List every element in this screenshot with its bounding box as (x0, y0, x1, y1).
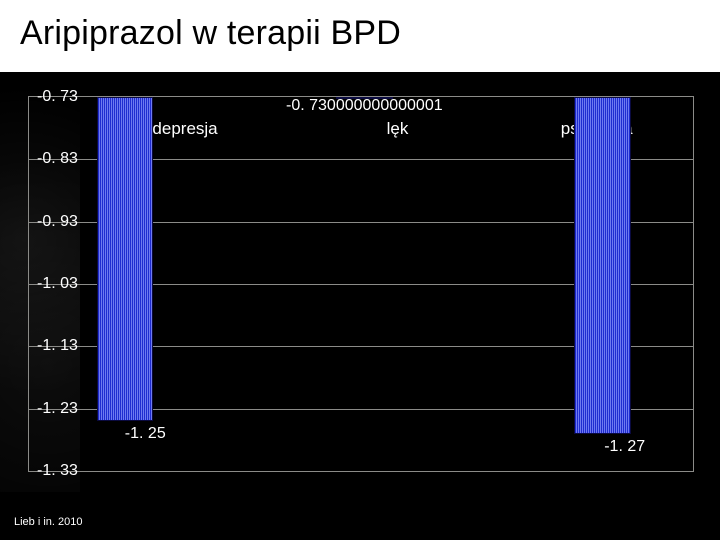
bar-chart: -0. 73-0. 83-0. 93-1. 03-1. 13-1. 23-1. … (28, 96, 694, 472)
page-title: Aripiprazol w terapii BPD (20, 14, 700, 53)
y-tick-label: -0. 93 (37, 213, 78, 231)
bar-value-label: -1. 25 (125, 425, 166, 443)
y-tick-label: -1. 23 (37, 400, 78, 418)
category-label: lęk (387, 119, 409, 139)
y-tick-label: -1. 33 (37, 462, 78, 480)
y-tick-label: -0. 73 (37, 88, 78, 106)
title-area: Aripiprazol w terapii BPD (0, 0, 720, 72)
bar (574, 97, 630, 434)
footnote: Lieb i in. 2010 (14, 516, 83, 528)
slide: Aripiprazol w terapii BPD -0. 73 -0. 83 -0… (0, 0, 720, 540)
y-tick-label: -1. 13 (37, 337, 78, 355)
bar-value-label: -1. 27 (604, 438, 645, 456)
y-tick-label: -1. 03 (37, 275, 78, 293)
y-tick-label: -0. 83 (37, 150, 78, 168)
category-label: depresja (152, 119, 217, 139)
bar (97, 97, 153, 421)
bar-value-label: -0. 730000000000001 (286, 97, 443, 115)
